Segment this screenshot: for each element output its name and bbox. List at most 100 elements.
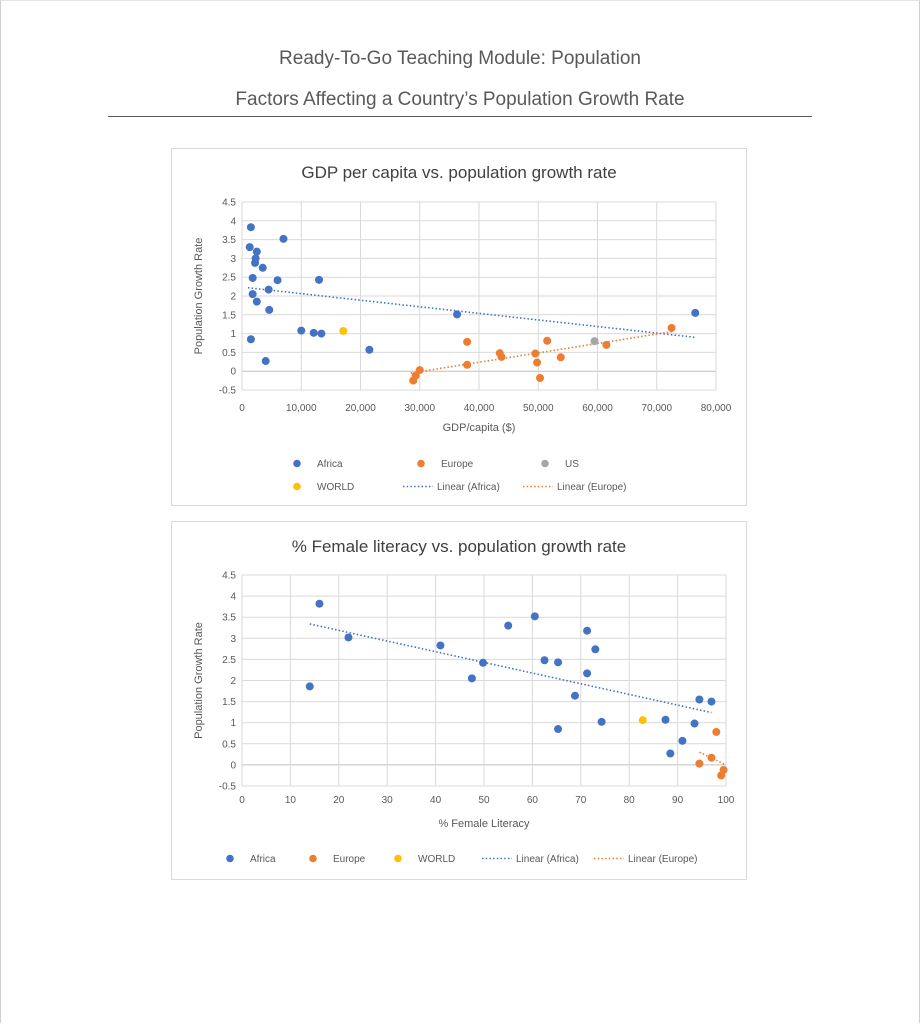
data-point-europe — [463, 337, 472, 346]
data-point-africa — [273, 276, 282, 285]
legend-marker-europe — [417, 459, 425, 468]
data-point-africa — [554, 658, 563, 667]
page-subtitle: Factors Affecting a Country’s Population… — [235, 89, 685, 110]
x-axis-label: % Female Literacy — [438, 818, 530, 830]
y-tick-label: 3.5 — [222, 235, 236, 246]
legend-marker-africa — [293, 459, 301, 468]
x-tick-label: 60,000 — [582, 403, 613, 414]
y-tick-label: 1.5 — [222, 310, 236, 321]
data-point-europe — [415, 366, 424, 375]
data-point-africa — [261, 357, 270, 366]
trendline-linear-africa — [309, 623, 712, 714]
x-tick-label: 40 — [430, 795, 442, 806]
data-point-africa — [690, 719, 699, 728]
data-point-europe — [409, 376, 418, 385]
x-tick-label: 60 — [527, 795, 539, 806]
data-point-africa — [252, 297, 261, 306]
x-tick-label: 30,000 — [404, 403, 435, 414]
chart-title: GDP per capita vs. population growth rat… — [301, 163, 617, 182]
x-tick-label: 70 — [575, 795, 587, 806]
data-point-africa — [315, 275, 324, 284]
data-point-africa — [248, 290, 257, 299]
data-point-africa — [264, 285, 273, 294]
y-tick-label: 0.5 — [222, 348, 236, 359]
data-point-europe — [695, 759, 704, 768]
data-point-africa — [530, 612, 539, 621]
x-tick-label: 90 — [672, 795, 684, 806]
legend-marker-world — [293, 482, 301, 491]
y-tick-label: 2 — [230, 292, 236, 303]
data-point-africa — [554, 725, 563, 734]
data-point-africa — [436, 641, 445, 650]
y-tick-label: -0.5 — [219, 386, 237, 397]
data-point-africa — [365, 345, 374, 354]
x-tick-label: 50 — [478, 795, 490, 806]
data-point-world — [638, 716, 647, 725]
x-tick-label: 80 — [624, 795, 636, 806]
gdp-growth-plot: -0.500.511.522.533.544.50 10,000 20,000 30,… — [193, 198, 732, 494]
legend-label: Europe — [333, 854, 366, 865]
data-point-africa — [591, 645, 600, 654]
data-point-africa — [540, 656, 549, 665]
data-point-africa — [570, 691, 579, 700]
y-tick-label: 0.5 — [222, 739, 236, 750]
data-point-africa — [583, 669, 592, 678]
data-point-africa — [246, 335, 255, 344]
y-tick-label: 1.5 — [222, 697, 236, 708]
data-point-africa — [344, 633, 353, 642]
y-tick-label: 1 — [230, 329, 236, 340]
x-tick-label: 50,000 — [523, 403, 554, 414]
y-tick-label: 3 — [230, 634, 236, 645]
y-axis-label: Population Growth Rate — [193, 238, 205, 355]
y-tick-label: 0 — [230, 760, 236, 771]
legend-marker-africa — [226, 854, 234, 863]
data-point-africa — [305, 682, 314, 691]
data-point-europe — [667, 323, 676, 332]
y-tick-label: 4 — [230, 216, 236, 227]
legend-label: Europe — [441, 459, 474, 470]
x-tick-label: 30 — [382, 795, 394, 806]
data-point-europe — [707, 753, 716, 762]
legend-label: Linear (Africa) — [437, 482, 500, 493]
y-tick-label: 2 — [230, 676, 236, 687]
data-point-africa — [315, 599, 324, 608]
y-tick-label: 2.5 — [222, 273, 236, 284]
data-point-us — [590, 337, 599, 346]
data-point-africa — [252, 247, 261, 256]
trendline-linear-africa — [247, 286, 696, 339]
legend-label: WORLD — [418, 854, 455, 865]
x-axis-label: GDP/capita ($) — [443, 422, 516, 434]
x-tick-label: 10 — [285, 795, 297, 806]
data-point-africa — [453, 310, 462, 319]
data-point-europe — [717, 771, 726, 780]
legend-label: Africa — [317, 459, 343, 470]
x-tick-label: 20,000 — [345, 403, 376, 414]
data-point-africa — [279, 234, 288, 243]
data-point-africa — [707, 697, 716, 706]
data-point-africa — [246, 223, 255, 232]
x-tick-label: 0 — [239, 795, 245, 806]
x-tick-label: 0 — [239, 403, 245, 414]
legend-label: WORLD — [317, 482, 354, 493]
x-tick-label: 100 — [718, 795, 735, 806]
data-point-africa — [265, 305, 274, 314]
data-point-africa — [504, 621, 513, 630]
y-tick-label: 4.5 — [222, 571, 236, 582]
legend-label: US — [565, 459, 579, 470]
legend-label: Linear (Europe) — [628, 854, 697, 865]
y-tick-label: 4.5 — [222, 198, 236, 209]
data-point-europe — [531, 349, 540, 358]
y-tick-label: 1 — [230, 718, 236, 729]
data-point-africa — [691, 308, 700, 317]
data-point-europe — [602, 340, 611, 349]
y-tick-label: 4 — [230, 592, 236, 603]
legend-label: Linear (Africa) — [516, 854, 579, 865]
legend-label: Linear (Europe) — [557, 482, 626, 493]
y-tick-label: 0 — [230, 367, 236, 378]
data-point-africa — [583, 626, 592, 635]
data-point-africa — [695, 695, 704, 704]
data-point-europe — [533, 358, 542, 367]
y-tick-label: 2.5 — [222, 655, 236, 666]
x-tick-label: 80,000 — [701, 403, 732, 414]
data-point-europe — [543, 336, 552, 345]
